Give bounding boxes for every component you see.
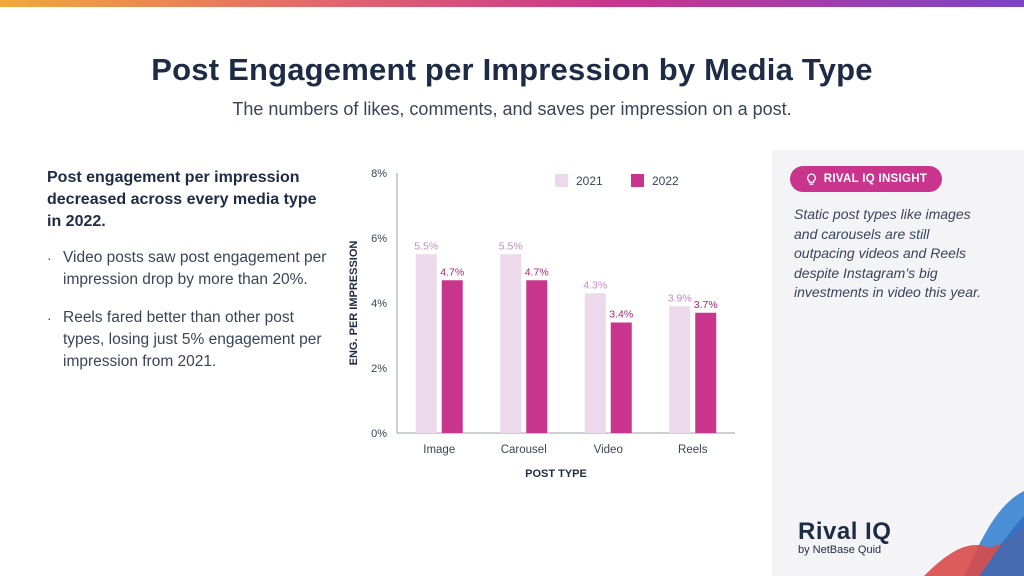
bar-chart-svg: 0% 2% 4% 6% 8% ENG. PER IMPRESSION 5.5% 4.7% Ima… — [348, 168, 735, 480]
bullet-text: Reels fared better than other post types… — [63, 309, 322, 370]
logo-tagline: by NetBase Quid — [798, 544, 882, 556]
bar-2021-video — [584, 293, 606, 433]
top-gradient-bar — [0, 0, 1024, 7]
data-label: 5.5% — [499, 240, 523, 252]
summary-bullet: · Video posts saw post engagement per im… — [47, 247, 327, 291]
data-label: 3.4% — [609, 309, 633, 321]
decorative-waves — [924, 491, 1024, 576]
legend-label: 2022 — [652, 174, 679, 188]
x-tick-label: Carousel — [501, 444, 547, 456]
x-axis-label: POST TYPE — [525, 468, 587, 480]
page-title: Post Engagement per Impression by Media … — [151, 52, 873, 87]
insight-badge-label: RIVAL IQ INSIGHT — [823, 173, 928, 185]
y-tick-label: 6% — [371, 233, 387, 245]
bar-chart: 0% 2% 4% 6% 8% ENG. PER IMPRESSION 5.5% 4.7% Ima… — [335, 158, 745, 488]
data-label: 4.3% — [583, 279, 607, 291]
legend-swatch-2022 — [631, 174, 644, 187]
insight-panel: RIVAL IQ INSIGHT Static post types like … — [772, 150, 1024, 576]
rival-iq-logo: Rival IQ by NetBase Quid — [798, 518, 891, 556]
legend-swatch-2021 — [555, 174, 568, 187]
x-tick-label: Reels — [678, 444, 708, 456]
bullet-text: Video posts saw post engagement per impr… — [63, 249, 327, 288]
y-tick-label: 0% — [371, 428, 387, 440]
page-subtitle: The numbers of likes, comments, and save… — [232, 99, 792, 119]
bar-2021-reels — [669, 306, 691, 433]
x-tick-label: Video — [594, 444, 623, 456]
legend-label: 2021 — [576, 174, 603, 188]
summary-heading: Post engagement per impression decreased… — [47, 169, 317, 230]
x-tick-label: Image — [423, 444, 455, 456]
y-axis-label: ENG. PER IMPRESSION — [348, 241, 360, 366]
bar-2021-image — [415, 254, 437, 433]
summary-column: Post engagement per impression decreased… — [47, 167, 327, 389]
bar-2022-video — [610, 322, 632, 433]
data-label: 4.7% — [525, 266, 549, 278]
bar-2022-image — [441, 280, 463, 433]
bar-2022-reels — [695, 312, 717, 433]
y-tick-label: 2% — [371, 363, 387, 375]
data-label: 4.7% — [440, 266, 464, 278]
insight-badge: RIVAL IQ INSIGHT — [790, 166, 942, 192]
y-tick-label: 4% — [371, 298, 387, 310]
logo-name: Rival IQ — [798, 518, 892, 545]
bar-2022-carousel — [526, 280, 548, 433]
data-label: 5.5% — [414, 240, 438, 252]
data-label: 3.9% — [668, 292, 692, 304]
insight-text: Static post types like images and carous… — [794, 206, 982, 300]
bar-2021-carousel — [500, 254, 522, 433]
data-label: 3.7% — [694, 299, 718, 311]
lightbulb-icon — [806, 172, 816, 185]
bullet-dot: · — [47, 310, 52, 326]
bullet-dot: · — [47, 250, 52, 266]
y-tick-label: 8% — [371, 168, 387, 180]
summary-bullet: · Reels fared better than other post typ… — [47, 307, 327, 373]
